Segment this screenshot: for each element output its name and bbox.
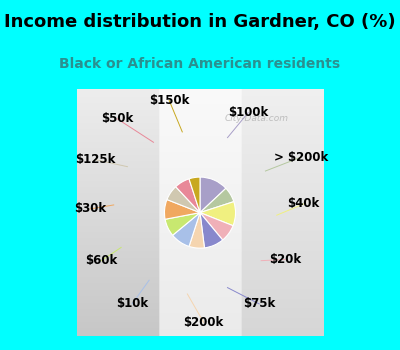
Wedge shape	[176, 179, 200, 212]
Text: $50k: $50k	[101, 112, 134, 125]
Wedge shape	[200, 177, 226, 212]
Wedge shape	[200, 212, 233, 240]
Wedge shape	[200, 202, 236, 226]
Wedge shape	[164, 199, 200, 219]
Text: Black or African American residents: Black or African American residents	[60, 57, 340, 71]
Text: $40k: $40k	[288, 197, 320, 210]
Text: $20k: $20k	[269, 253, 301, 266]
Text: > $200k: > $200k	[274, 150, 328, 163]
Wedge shape	[200, 212, 223, 248]
Text: $150k: $150k	[149, 94, 189, 107]
Text: $200k: $200k	[184, 316, 224, 329]
Text: $30k: $30k	[74, 202, 106, 215]
Wedge shape	[189, 212, 204, 248]
Text: $75k: $75k	[243, 298, 275, 310]
Wedge shape	[189, 177, 200, 212]
Text: $100k: $100k	[228, 106, 268, 119]
Text: Income distribution in Gardner, CO (%): Income distribution in Gardner, CO (%)	[4, 13, 396, 31]
Wedge shape	[173, 212, 200, 246]
Text: City-Data.com: City-Data.com	[225, 114, 289, 123]
Wedge shape	[167, 187, 200, 212]
Wedge shape	[165, 212, 200, 235]
Text: $125k: $125k	[75, 153, 115, 166]
Text: $60k: $60k	[85, 254, 118, 267]
Wedge shape	[200, 188, 234, 212]
Text: $10k: $10k	[116, 298, 148, 310]
